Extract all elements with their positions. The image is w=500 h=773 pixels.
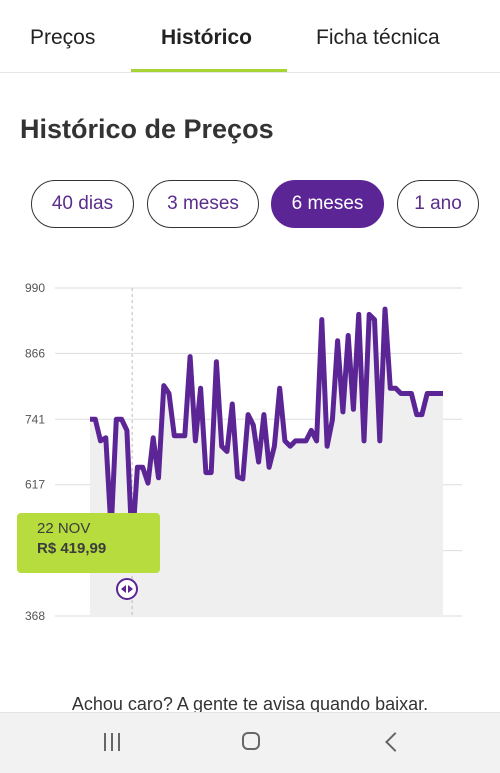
back-icon[interactable] bbox=[380, 731, 406, 755]
drag-handle-icon[interactable] bbox=[116, 578, 138, 600]
price-history-chart[interactable]: 990 866 741 617 368 bbox=[0, 270, 500, 640]
price-line bbox=[90, 306, 443, 549]
chip-3-meses[interactable]: 3 meses bbox=[147, 180, 259, 228]
price-tooltip: 22 NOV R$ 419,99 bbox=[17, 513, 160, 573]
tab-precos[interactable]: Preços bbox=[30, 26, 96, 49]
tooltip-price: R$ 419,99 bbox=[37, 540, 107, 557]
y-tick-label: 617 bbox=[25, 478, 45, 492]
chip-40-dias[interactable]: 40 dias bbox=[31, 180, 134, 228]
price-alert-notice[interactable]: Achou caro? A gente te avisa quando baix… bbox=[71, 694, 429, 714]
tooltip-date: 22 NOV bbox=[37, 520, 91, 537]
chip-6-meses[interactable]: 6 meses bbox=[271, 180, 384, 228]
system-nav-bar bbox=[0, 712, 500, 773]
y-axis-ticks: 990 866 741 617 368 bbox=[25, 281, 45, 623]
y-tick-label: 368 bbox=[25, 609, 45, 623]
chip-1-ano[interactable]: 1 ano bbox=[397, 180, 479, 228]
tab-bar: Preços Histórico Ficha técnica bbox=[0, 0, 500, 73]
y-tick-label: 866 bbox=[25, 346, 45, 360]
page-title: Histórico de Preços bbox=[20, 114, 274, 144]
recents-icon[interactable] bbox=[100, 731, 126, 755]
tab-ficha-tecnica[interactable]: Ficha técnica bbox=[316, 26, 440, 49]
tab-historico[interactable]: Histórico bbox=[161, 26, 253, 49]
active-tab-indicator bbox=[131, 69, 287, 72]
y-tick-label: 990 bbox=[25, 281, 45, 295]
home-icon[interactable] bbox=[240, 731, 266, 755]
y-tick-label: 741 bbox=[25, 412, 45, 426]
